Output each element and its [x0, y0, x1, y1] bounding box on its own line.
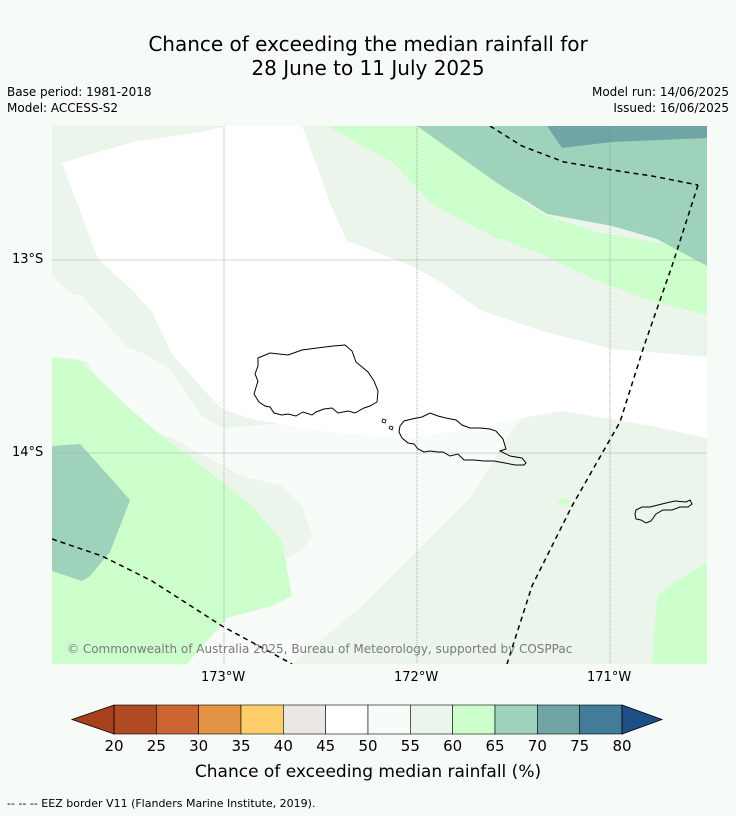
zone-60-65-ne: [327, 126, 707, 315]
zone-60-65-se: [652, 563, 707, 664]
colorbar-segment: [198, 704, 242, 735]
colorbar-segment: [283, 704, 326, 735]
colorbar-segment: [325, 704, 369, 735]
eez-border-north: [489, 126, 699, 186]
issued-date: Issued: 16/06/2025: [613, 101, 729, 115]
colorbar-tick-label: 55: [400, 737, 420, 755]
colorbar-segment: [579, 704, 623, 735]
colorbar-segment: [113, 704, 157, 735]
lon-label-172w: 172°W: [394, 670, 439, 685]
lat-label-14s: 14°S: [12, 445, 44, 460]
colorbar-tick-label: 80: [612, 737, 632, 755]
base-period: Base period: 1981-2018: [7, 85, 152, 99]
eez-border-west: [52, 538, 293, 664]
colorbar-tick-label: 65: [485, 737, 505, 755]
colorbar-tick-label: 50: [358, 737, 378, 755]
graticule: [52, 126, 707, 664]
colorbar-tick-label: 75: [570, 737, 590, 755]
zone-55-60-east: [292, 411, 707, 664]
colorbar-title: Chance of exceeding median rainfall (%): [194, 762, 542, 782]
zone-60-65-patch: [556, 498, 571, 506]
copyright-notice: © Commonwealth of Australia 2025, Bureau…: [67, 642, 573, 656]
colorbar-tick-label: 45: [316, 737, 336, 755]
zone-60-65-w: [52, 358, 292, 664]
colorbar-tick-label: 70: [527, 737, 547, 755]
colorbar-high-extend: [621, 704, 664, 735]
colorbar: [70, 704, 664, 735]
island-apolima: [388, 425, 394, 431]
colorbar-low-extend: [70, 704, 115, 735]
island-manono: [381, 418, 387, 424]
zone-65-70-w: [52, 444, 130, 581]
colorbar-segment: [452, 704, 496, 735]
colorbar-segment: [156, 704, 199, 735]
island-upolu: [398, 412, 527, 466]
rainfall-map: [52, 126, 707, 664]
lon-label-171w: 171°W: [587, 670, 632, 685]
map-title-line2: 28 June to 11 July 2025: [251, 56, 485, 80]
colorbar-segment: [537, 704, 580, 735]
island-tutuila: [634, 499, 693, 524]
lon-label-173w: 173°W: [201, 670, 246, 685]
zone-45-50: [62, 126, 707, 438]
zone-70-75: [547, 126, 707, 148]
colorbar-segment: [494, 704, 538, 735]
colorbar-tick-label: 40: [273, 737, 293, 755]
colorbar-segment: [240, 704, 284, 735]
colorbar-segment: [410, 704, 453, 735]
colorbar-tick-label: 60: [443, 737, 463, 755]
zone-65-70-ne: [417, 126, 707, 266]
island-savaii: [253, 344, 379, 417]
lat-label-13s: 13°S: [12, 252, 44, 267]
colorbar-tick-label: 20: [104, 737, 124, 755]
colorbar-tick-label: 35: [231, 737, 251, 755]
model-run: Model run: 14/06/2025: [591, 85, 729, 99]
colorbar-tick-label: 30: [189, 737, 209, 755]
eez-legend-note: -- -- -- EEZ border V11 (Flanders Marine…: [7, 797, 316, 810]
model-name: Model: ACCESS-S2: [7, 101, 119, 115]
map-title-line1: Chance of exceeding the median rainfall …: [148, 32, 588, 56]
colorbar-segment: [367, 704, 411, 735]
colorbar-tick-label: 25: [146, 737, 166, 755]
eez-border-east: [506, 184, 699, 664]
